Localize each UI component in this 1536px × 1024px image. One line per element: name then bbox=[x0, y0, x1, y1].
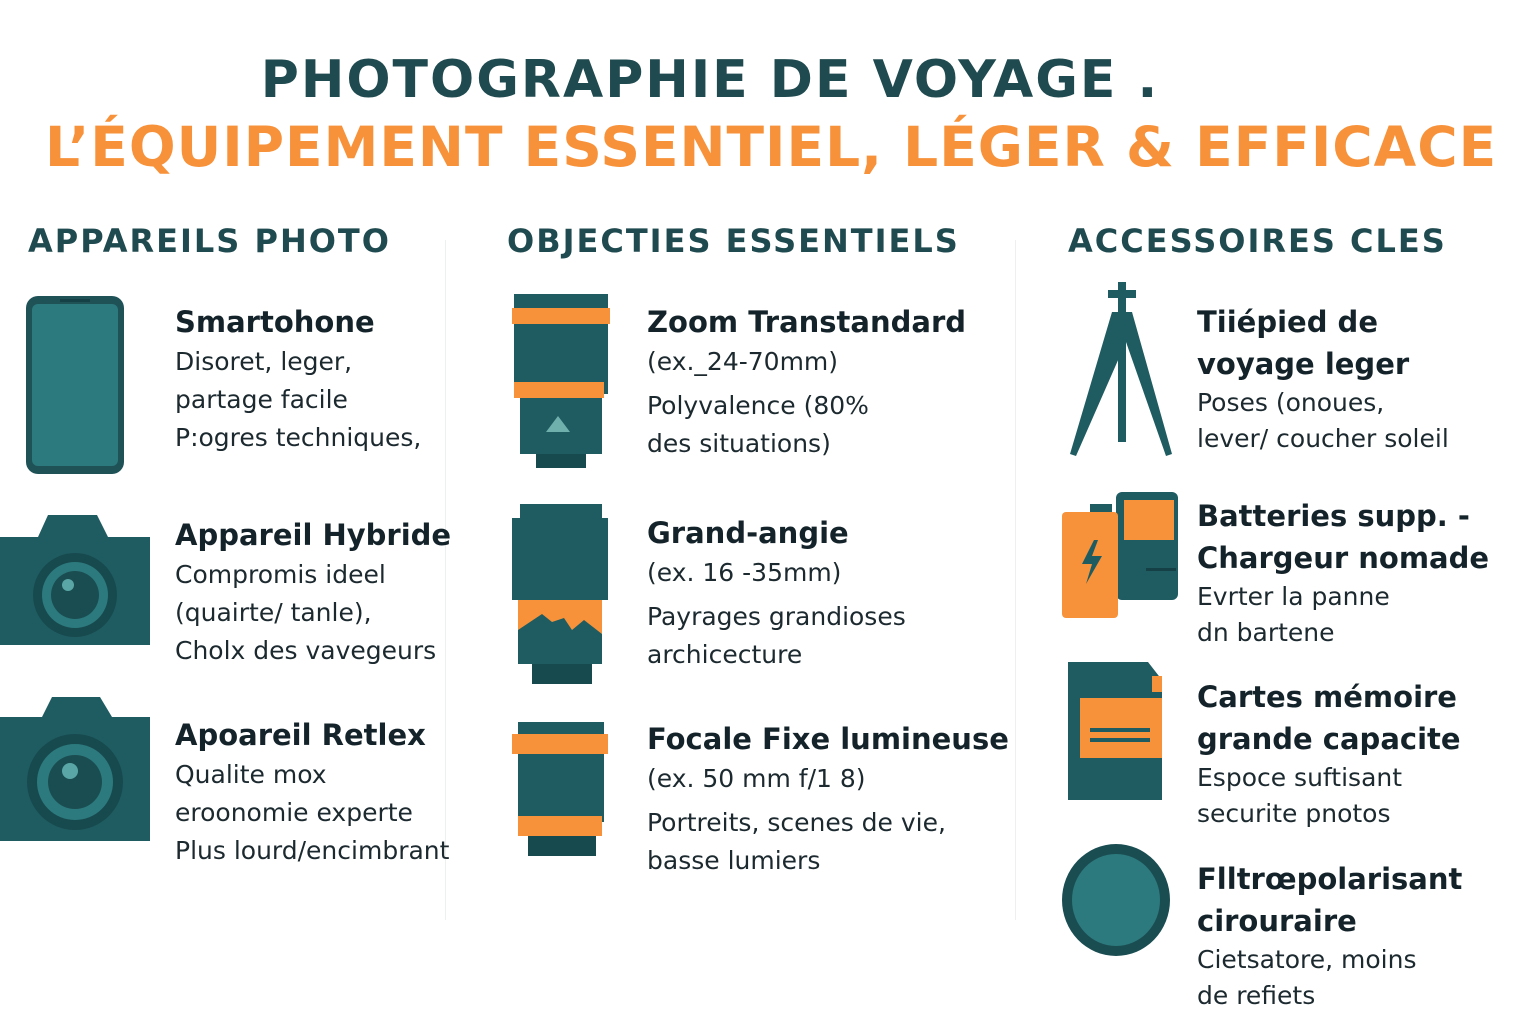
item-desc-line: securite pnotos bbox=[1197, 799, 1391, 828]
wide-angle-lens-icon bbox=[512, 504, 608, 684]
item-desc-line: P:ogres techniques, bbox=[175, 423, 422, 452]
item-title: Flltrœpolarisant cirouraire bbox=[1197, 862, 1463, 938]
item-desc-line: Plus lourd/encimbrant bbox=[175, 836, 450, 865]
item-batteries: Batteries supp. - Chargeur nomade Evrter… bbox=[1197, 495, 1497, 651]
title-line-2: L’ÉQUIPEMENT ESSENTIEL, LÉGER & EFFICACE bbox=[45, 115, 1498, 179]
battery-charger-icon bbox=[1062, 492, 1178, 618]
item-polarizing-filter: Flltrœpolarisant cirouraire Cietsatore, … bbox=[1197, 858, 1497, 1014]
item-desc-line: Qualite mox bbox=[175, 760, 327, 789]
item-desc-line: des situations) bbox=[647, 429, 831, 458]
item-hybrid-camera: Appareil Hybride Compromis ideel (quairt… bbox=[175, 514, 451, 670]
item-desc-line: Portreits, scenes de vie, bbox=[647, 808, 946, 837]
prime-lens-icon bbox=[512, 722, 608, 856]
item-desc-line: Espoce suftisant bbox=[1197, 763, 1403, 792]
item-title: Appareil Hybride bbox=[175, 518, 452, 552]
item-desc-line: basse lumiers bbox=[647, 846, 821, 875]
item-tripod: Tiiépied de voyage leger Poses (onoues, … bbox=[1197, 301, 1497, 457]
item-title: Focale Fixe lumineuse bbox=[647, 722, 1009, 756]
memory-card-icon bbox=[1068, 662, 1162, 800]
smartphone-icon bbox=[26, 296, 124, 474]
item-wide-angle-lens: Grand-angie (ex. 16 -35mm) Payrages gran… bbox=[647, 512, 906, 674]
item-desc-line: (ex. 50 mm f/1 8) bbox=[647, 764, 866, 793]
item-desc-line: dn bartene bbox=[1197, 618, 1335, 647]
item-desc-line: Evrter la panne bbox=[1197, 582, 1390, 611]
item-desc-line: Cholx des vavegeurs bbox=[175, 636, 437, 665]
item-desc-line: partage facile bbox=[175, 385, 348, 414]
item-title: Zoom Transtandard bbox=[647, 305, 967, 339]
item-desc-line: Polyvalence (80% bbox=[647, 391, 869, 420]
item-desc-line: (ex._24-70mm) bbox=[647, 347, 839, 376]
item-title: Cartes mémoire grande capacite bbox=[1197, 680, 1461, 756]
polarizing-filter-icon bbox=[1062, 844, 1170, 956]
item-desc-line: lever/ coucher soleil bbox=[1197, 424, 1449, 453]
item-prime-lens: Focale Fixe lumineuse (ex. 50 mm f/1 8) … bbox=[647, 718, 1009, 880]
column-heading-lenses: OBJECTIES ESSENTIELS bbox=[507, 222, 960, 260]
column-heading-accessories: ACCESSOIRES CLES bbox=[1068, 222, 1447, 260]
item-desc-line: Payrages grandioses bbox=[647, 602, 906, 631]
item-desc-line: Compromis ideel bbox=[175, 560, 386, 589]
item-zoom-lens: Zoom Transtandard (ex._24-70mm) Polyvale… bbox=[647, 301, 966, 463]
title-line-1: PHOTOGRAPHIE DE VOYAGE . bbox=[260, 50, 1160, 110]
item-desc-line: Cietsatore, moins bbox=[1197, 945, 1417, 974]
item-smartphone: Smartohone Disoret, leger, partage facil… bbox=[175, 301, 421, 457]
item-title: Tiiépied de voyage leger bbox=[1197, 305, 1410, 381]
item-desc-line: archicecture bbox=[647, 640, 803, 669]
item-memory-cards: Cartes mémoire grande capacite Espoce su… bbox=[1197, 676, 1497, 832]
item-desc-line: Disoret, leger, bbox=[175, 347, 353, 376]
item-desc-line: Poses (onoues, bbox=[1197, 388, 1385, 417]
column-divider bbox=[1015, 240, 1016, 920]
item-desc-line: de refiets bbox=[1197, 981, 1316, 1010]
item-desc-line: eroonomie expertе bbox=[175, 798, 413, 827]
item-title: Batteries supp. - Chargeur nomade bbox=[1197, 499, 1490, 575]
dslr-camera-icon bbox=[0, 697, 150, 841]
item-title: Smartohone bbox=[175, 305, 375, 339]
item-reflex-camera: Apoareil Retlex Qualite mox eroonomie ex… bbox=[175, 714, 449, 870]
mirrorless-camera-icon bbox=[0, 515, 150, 645]
tripod-icon bbox=[1070, 282, 1172, 456]
column-divider bbox=[445, 240, 446, 920]
item-title: Grand-angie bbox=[647, 516, 849, 550]
item-desc-line: (quairte/ tanle), bbox=[175, 598, 372, 627]
zoom-lens-icon bbox=[512, 294, 610, 468]
column-heading-cameras: APPAREILS PHOTO bbox=[28, 222, 391, 260]
item-desc-line: (ex. 16 -35mm) bbox=[647, 558, 842, 587]
item-title: Apoareil Retlex bbox=[175, 718, 426, 752]
